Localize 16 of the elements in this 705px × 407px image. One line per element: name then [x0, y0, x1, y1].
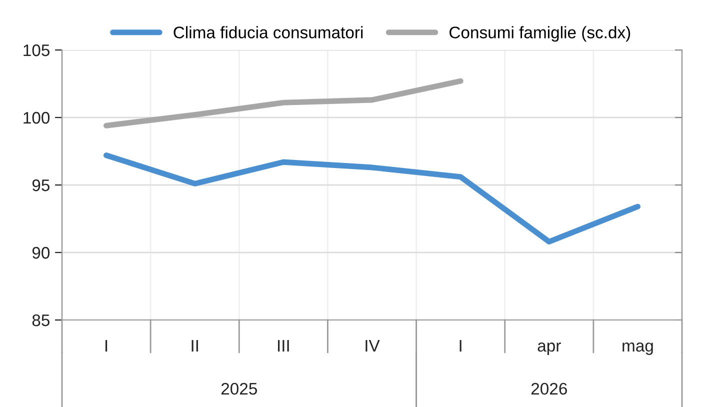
legend-label: Consumi famiglie (sc.dx) — [450, 26, 630, 42]
x-tick-label: IV — [366, 340, 380, 352]
x-tick-label: II — [192, 340, 198, 352]
y-tick-label: 90 — [32, 246, 50, 259]
x-tick-label: III — [278, 340, 289, 352]
x-tick-label: mag — [622, 342, 653, 355]
y-tick-label: 85 — [32, 314, 50, 326]
y-tick-label: 95 — [32, 179, 50, 192]
x-tick-label: I — [460, 340, 462, 352]
text: 2025 — [221, 382, 257, 395]
y-tick-label: 100 — [24, 112, 50, 124]
x-tick-label: apr — [538, 342, 561, 355]
text: 2026 — [531, 382, 567, 395]
legend-label: Clima fiducia consumatori — [174, 26, 363, 38]
y-tick-label: 105 — [24, 44, 50, 56]
x-tick-label: I — [106, 340, 108, 352]
